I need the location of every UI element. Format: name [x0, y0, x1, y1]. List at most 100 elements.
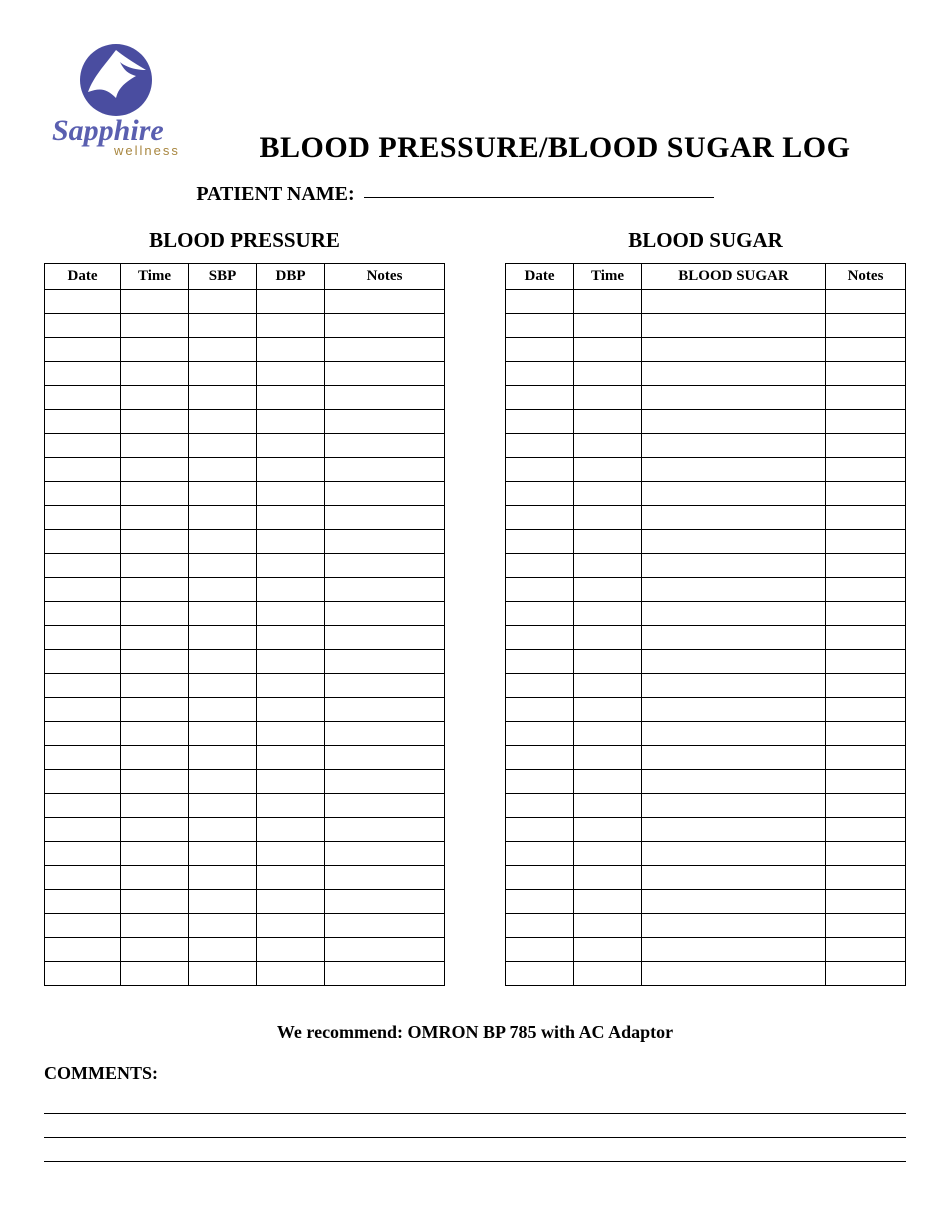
bp-cell[interactable] — [189, 410, 257, 434]
bs-cell[interactable] — [506, 962, 574, 986]
bp-cell[interactable] — [121, 410, 189, 434]
bp-cell[interactable] — [45, 842, 121, 866]
bs-cell[interactable] — [826, 386, 906, 410]
bp-cell[interactable] — [325, 554, 445, 578]
bs-cell[interactable] — [506, 794, 574, 818]
bs-cell[interactable] — [574, 818, 642, 842]
bs-cell[interactable] — [642, 674, 826, 698]
bp-cell[interactable] — [45, 434, 121, 458]
bs-cell[interactable] — [574, 866, 642, 890]
bs-cell[interactable] — [642, 770, 826, 794]
bp-cell[interactable] — [189, 770, 257, 794]
bp-cell[interactable] — [189, 746, 257, 770]
bs-cell[interactable] — [642, 866, 826, 890]
bp-cell[interactable] — [45, 794, 121, 818]
bp-cell[interactable] — [189, 650, 257, 674]
bp-cell[interactable] — [189, 674, 257, 698]
bs-cell[interactable] — [642, 410, 826, 434]
bs-cell[interactable] — [826, 362, 906, 386]
bp-cell[interactable] — [325, 482, 445, 506]
bp-cell[interactable] — [257, 386, 325, 410]
bs-cell[interactable] — [574, 674, 642, 698]
bp-cell[interactable] — [325, 290, 445, 314]
bp-cell[interactable] — [121, 506, 189, 530]
bp-cell[interactable] — [257, 914, 325, 938]
bs-cell[interactable] — [574, 890, 642, 914]
bp-cell[interactable] — [121, 626, 189, 650]
bs-cell[interactable] — [506, 386, 574, 410]
bp-cell[interactable] — [325, 410, 445, 434]
bp-cell[interactable] — [45, 458, 121, 482]
bs-cell[interactable] — [506, 698, 574, 722]
bs-cell[interactable] — [506, 482, 574, 506]
bs-cell[interactable] — [642, 818, 826, 842]
bp-cell[interactable] — [45, 554, 121, 578]
bp-cell[interactable] — [325, 602, 445, 626]
bs-cell[interactable] — [506, 338, 574, 362]
bp-cell[interactable] — [189, 386, 257, 410]
bp-cell[interactable] — [45, 602, 121, 626]
bs-cell[interactable] — [642, 290, 826, 314]
bp-cell[interactable] — [121, 554, 189, 578]
bs-cell[interactable] — [826, 866, 906, 890]
bp-cell[interactable] — [121, 962, 189, 986]
bp-cell[interactable] — [257, 866, 325, 890]
bs-cell[interactable] — [642, 314, 826, 338]
bp-cell[interactable] — [257, 698, 325, 722]
bp-cell[interactable] — [45, 890, 121, 914]
bp-cell[interactable] — [45, 938, 121, 962]
bp-cell[interactable] — [121, 386, 189, 410]
bp-cell[interactable] — [189, 290, 257, 314]
bp-cell[interactable] — [257, 434, 325, 458]
bs-cell[interactable] — [574, 722, 642, 746]
bs-cell[interactable] — [506, 314, 574, 338]
bs-cell[interactable] — [642, 458, 826, 482]
bp-cell[interactable] — [325, 386, 445, 410]
bs-cell[interactable] — [574, 842, 642, 866]
bs-cell[interactable] — [826, 338, 906, 362]
bs-cell[interactable] — [574, 602, 642, 626]
bs-cell[interactable] — [826, 530, 906, 554]
bs-cell[interactable] — [506, 818, 574, 842]
bs-cell[interactable] — [506, 362, 574, 386]
bs-cell[interactable] — [506, 650, 574, 674]
bs-cell[interactable] — [574, 578, 642, 602]
bs-cell[interactable] — [506, 458, 574, 482]
bp-cell[interactable] — [121, 914, 189, 938]
bs-cell[interactable] — [574, 434, 642, 458]
bs-cell[interactable] — [642, 530, 826, 554]
bp-cell[interactable] — [45, 650, 121, 674]
bs-cell[interactable] — [826, 938, 906, 962]
bs-cell[interactable] — [574, 290, 642, 314]
bp-cell[interactable] — [325, 722, 445, 746]
bp-cell[interactable] — [45, 362, 121, 386]
bs-cell[interactable] — [826, 554, 906, 578]
bs-cell[interactable] — [506, 578, 574, 602]
bp-cell[interactable] — [121, 338, 189, 362]
bs-cell[interactable] — [642, 482, 826, 506]
bs-cell[interactable] — [826, 314, 906, 338]
bp-cell[interactable] — [121, 866, 189, 890]
bs-cell[interactable] — [574, 338, 642, 362]
bs-cell[interactable] — [826, 674, 906, 698]
bs-cell[interactable] — [506, 746, 574, 770]
bs-cell[interactable] — [506, 602, 574, 626]
bs-cell[interactable] — [574, 770, 642, 794]
bs-cell[interactable] — [826, 914, 906, 938]
bs-cell[interactable] — [642, 650, 826, 674]
bp-cell[interactable] — [325, 938, 445, 962]
bp-cell[interactable] — [121, 602, 189, 626]
bp-cell[interactable] — [189, 722, 257, 746]
bp-cell[interactable] — [189, 434, 257, 458]
bp-cell[interactable] — [121, 938, 189, 962]
bp-cell[interactable] — [257, 938, 325, 962]
bp-cell[interactable] — [325, 674, 445, 698]
bp-cell[interactable] — [121, 530, 189, 554]
bp-cell[interactable] — [121, 458, 189, 482]
bp-cell[interactable] — [257, 770, 325, 794]
bp-cell[interactable] — [189, 914, 257, 938]
bp-cell[interactable] — [325, 746, 445, 770]
bs-cell[interactable] — [574, 938, 642, 962]
bp-cell[interactable] — [325, 362, 445, 386]
bp-cell[interactable] — [189, 866, 257, 890]
